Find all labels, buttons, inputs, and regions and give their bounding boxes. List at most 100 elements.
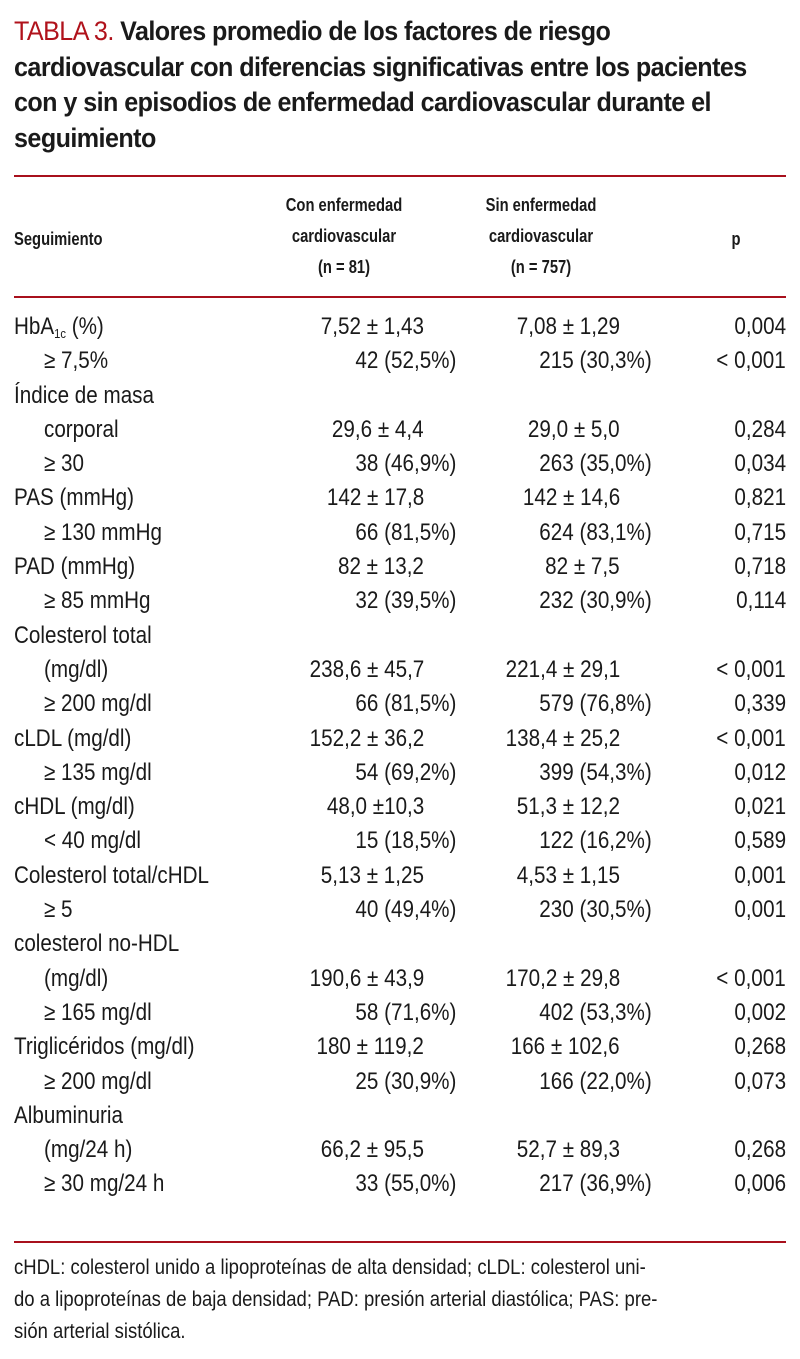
table-title: TABLA 3. Valores promedio de los factore… (14, 0, 786, 156)
sin-enfermedad-cell: 215 (30,3%) (539, 347, 652, 375)
con-enfermedad-cell: 15 (18,5%) (355, 827, 456, 855)
row-label-text: cLDL (mg/dl) (14, 724, 132, 752)
con-enfermedad-cell: 180 ± 119,2 (316, 1033, 424, 1061)
sin-enfermedad-cell: 399 (54,3%) (539, 758, 652, 786)
table-row: Índice de masa (14, 379, 786, 413)
sin-enfermedad-cell: 51,3 ± 12,2 (516, 793, 620, 821)
row-label-text: Colesterol total/cHDL (14, 861, 210, 889)
table-body: HbA1c (%) 7,52 ± 1,43 7,08 ± 1,29 0,004 ≥ 7,… (14, 310, 786, 1202)
title-text: TABLA 3. Valores promedio de los factore… (14, 14, 786, 156)
p-value-cell: < 0,001 (716, 724, 786, 752)
p-value-cell: 0,718 (734, 553, 786, 581)
con-enfermedad-cell: 66,2 ± 95,5 (320, 1136, 424, 1164)
table-row: HbA1c (%) 7,52 ± 1,43 7,08 ± 1,29 0,004 (14, 310, 786, 344)
con-enfermedad-cell: 66 (81,5%) (355, 518, 456, 546)
row-label: ≥ 85 mmHg (44, 584, 151, 618)
row-label: ≥ 30 (44, 447, 84, 481)
table-row: cLDL (mg/dl) 152,2 ± 36,2 138,4 ± 25,2 < 0,… (14, 722, 786, 756)
header-p: p (731, 229, 741, 249)
sin-enfermedad-cell: 263 (35,0%) (539, 450, 652, 478)
row-label-text: ≥ 130 mmHg (44, 518, 163, 546)
p-value-cell: 0,339 (734, 690, 786, 718)
header-con-line2: cardiovascular (291, 226, 397, 246)
table-caption: Valores promedio de los factores de ries… (14, 16, 747, 153)
p-value-cell: 0,012 (734, 758, 786, 786)
con-enfermedad-cell: 142 ± 17,8 (326, 484, 424, 512)
header-rule (14, 296, 786, 298)
table-row: Colesterol total/cHDL 5,13 ± 1,25 4,53 ± 1… (14, 859, 786, 893)
sin-enfermedad-cell: 170,2 ± 29,8 (505, 964, 620, 992)
p-value-cell: 0,034 (734, 450, 786, 478)
con-enfermedad-cell: 38 (46,9%) (355, 450, 456, 478)
row-label-text: ≥ 200 mg/dl (44, 690, 152, 718)
row-label: PAD (mmHg) (14, 550, 135, 584)
row-label: Colesterol total (14, 619, 152, 653)
row-label-text: (mg/24 h) (44, 1136, 133, 1164)
sin-enfermedad-cell: 52,7 ± 89,3 (516, 1136, 620, 1164)
sin-enfermedad-cell: 230 (30,5%) (539, 896, 652, 924)
p-value-cell: 0,268 (734, 1033, 786, 1061)
row-label-text: Índice de masa (14, 381, 154, 409)
con-enfermedad-cell: 58 (71,6%) (355, 998, 456, 1026)
row-label-text: PAD (mmHg) (14, 553, 136, 581)
row-label: cHDL (mg/dl) (14, 790, 135, 824)
row-label: Índice de masa (14, 379, 154, 413)
con-enfermedad-cell: 25 (30,9%) (355, 1067, 456, 1095)
row-label: ≥ 165 mg/dl (44, 996, 152, 1030)
row-label-text: < 40 mg/dl (44, 827, 141, 855)
row-label-text: colesterol no-HDL (14, 930, 180, 958)
row-label: PAS (mmHg) (14, 481, 134, 515)
table-row: ≥ 85 mmHg 32 (39,5%) 232 (30,9%) 0,114 (14, 584, 786, 618)
p-value-cell: 0,821 (734, 484, 786, 512)
row-label-text: (mg/dl) (44, 964, 109, 992)
row-label: Triglicéridos (mg/dl) (14, 1030, 194, 1064)
bottom-rule (14, 1241, 786, 1243)
row-label: colesterol no-HDL (14, 927, 179, 961)
table-row: corporal 29,6 ± 4,4 29,0 ± 5,0 0,284 (14, 413, 786, 447)
sin-enfermedad-cell: 82 ± 7,5 (545, 553, 620, 581)
row-label-text: (mg/dl) (44, 655, 109, 683)
table-row: colesterol no-HDL (14, 927, 786, 961)
con-enfermedad-cell: 54 (69,2%) (355, 758, 456, 786)
footnote-line: sión arterial sistólica. (14, 1320, 186, 1343)
sin-enfermedad-cell: 166 (22,0%) (539, 1067, 652, 1095)
row-label: Albuminuria (14, 1099, 123, 1133)
row-label: ≥ 135 mg/dl (44, 756, 152, 790)
p-value-cell: < 0,001 (716, 655, 786, 683)
row-label: (mg/dl) (44, 962, 108, 996)
table-row: ≥ 165 mg/dl 58 (71,6%) 402 (53,3%) 0,002 (14, 996, 786, 1030)
table-row: (mg/24 h) 66,2 ± 95,5 52,7 ± 89,3 0,268 (14, 1133, 786, 1167)
row-label: corporal (44, 413, 119, 447)
table-row: PAD (mmHg) 82 ± 13,2 82 ± 7,5 0,718 (14, 550, 786, 584)
header-con-enfermedad: Con enfermedad cardiovascular (n = 81) (262, 190, 426, 283)
sin-enfermedad-cell: 7,08 ± 1,29 (516, 313, 620, 340)
con-enfermedad-cell: 82 ± 13,2 (338, 553, 424, 581)
row-label-text: ≥ 165 mg/dl (44, 998, 152, 1026)
header-sin-line3: (n = 757) (510, 257, 572, 277)
row-label-text: corporal (44, 415, 119, 443)
p-value-cell: 0,021 (734, 793, 786, 821)
con-enfermedad-cell: 5,13 ± 1,25 (320, 861, 424, 889)
row-label: HbA1c (%) (14, 310, 104, 351)
header-sin-line1: Sin enfermedad (485, 195, 597, 215)
header-seguimiento: Seguimiento (14, 229, 103, 249)
row-label-text: Albuminuria (14, 1101, 123, 1129)
con-enfermedad-cell: 48,0 ±10,3 (326, 793, 424, 821)
con-enfermedad-cell: 29,6 ± 4,4 (332, 415, 424, 443)
header-sin-line2: cardiovascular (488, 226, 594, 246)
sin-enfermedad-cell: 232 (30,9%) (539, 587, 652, 615)
row-label: cLDL (mg/dl) (14, 722, 131, 756)
table-row: ≥ 30 38 (46,9%) 263 (35,0%) 0,034 (14, 447, 786, 481)
row-label-text: PAS (mmHg) (14, 484, 135, 512)
p-value-cell: 0,004 (734, 313, 786, 340)
row-label-text: ≥ 135 mg/dl (44, 758, 152, 786)
p-value-cell: 0,073 (734, 1067, 786, 1095)
p-value-cell: 0,114 (735, 587, 786, 615)
table-row: ≥ 5 40 (49,4%) 230 (30,5%) 0,001 (14, 893, 786, 927)
row-label-text: ≥ 200 mg/dl (44, 1067, 152, 1095)
sin-enfermedad-cell: 29,0 ± 5,0 (528, 415, 620, 443)
p-value-cell: 0,268 (734, 1136, 786, 1164)
con-enfermedad-cell: 190,6 ± 43,9 (309, 964, 424, 992)
row-label-text: HbA (14, 313, 55, 340)
row-label: ≥ 200 mg/dl (44, 1065, 152, 1099)
